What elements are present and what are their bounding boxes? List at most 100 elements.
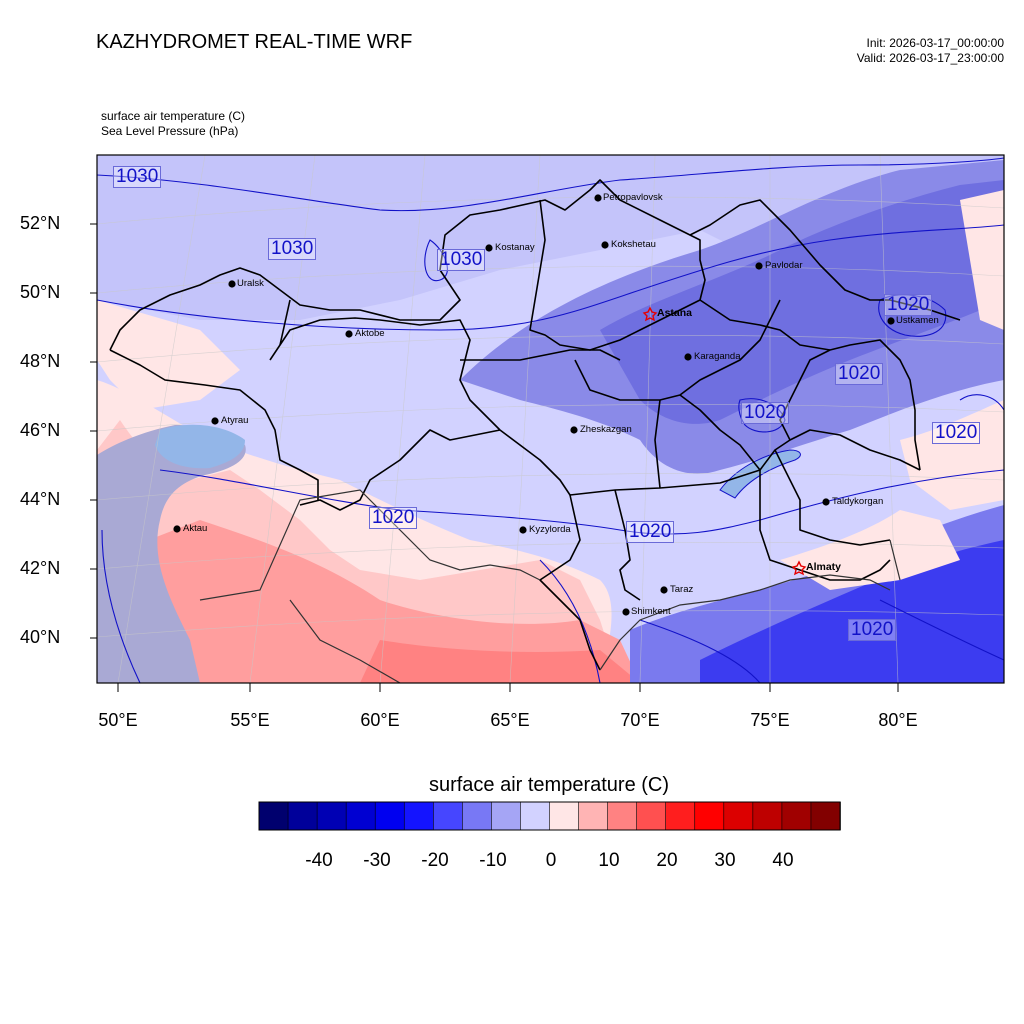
city-label-zheskazgan: Zheskazgan bbox=[580, 424, 632, 435]
city-label-kyzylorda: Kyzylorda bbox=[529, 524, 571, 535]
lat-label-48: 48°N bbox=[20, 351, 61, 371]
colorbar-tick: 20 bbox=[656, 850, 678, 871]
city-dot-taraz bbox=[660, 586, 668, 594]
temp-zone-cool-north bbox=[97, 155, 1004, 320]
lon-label-80: 80°E bbox=[878, 710, 918, 730]
colorbar-swatch bbox=[403, 801, 435, 831]
isobar-label: 1020 bbox=[848, 619, 897, 641]
lon-label-55: 55°E bbox=[230, 710, 270, 730]
variable-label-temperature: surface air temperature (C) bbox=[101, 109, 246, 123]
colorbar-tick: -40 bbox=[305, 850, 333, 871]
region-borders bbox=[109, 179, 961, 671]
city-dot-taldykorgan bbox=[822, 498, 830, 506]
colorbar-tick: 10 bbox=[598, 850, 620, 871]
city-dot-aktau bbox=[173, 525, 181, 533]
city-label-petropavlovsk: Petropavlovsk bbox=[603, 192, 663, 203]
city-label-aktobe: Aktobe bbox=[355, 328, 385, 339]
city-dot-atyrau bbox=[211, 417, 219, 425]
lat-label-52: 52°N bbox=[20, 213, 61, 233]
colorbar-swatch bbox=[258, 801, 289, 831]
colorbar-tick: -20 bbox=[421, 850, 449, 871]
city-dot-zheskazgan bbox=[570, 426, 578, 434]
temp-zone-hottest bbox=[360, 640, 640, 683]
colorbar-swatch bbox=[432, 801, 464, 831]
isobar-label: 1020 bbox=[884, 294, 933, 316]
city-dot-karaganda bbox=[684, 353, 692, 361]
capital-stars bbox=[642, 306, 807, 576]
star-icon-almaty bbox=[791, 560, 807, 576]
temp-zone-ili-valley bbox=[780, 510, 960, 590]
city-dot-kostanay bbox=[485, 244, 493, 252]
lon-label-70: 70°E bbox=[620, 710, 660, 730]
graticule bbox=[97, 155, 1004, 683]
isobar-label: 1030 bbox=[113, 166, 162, 188]
city-label-taraz: Taraz bbox=[670, 584, 694, 595]
city-label-pavlodar: Pavlodar bbox=[765, 260, 803, 271]
north-caspian-shallow bbox=[155, 424, 245, 469]
lon-label-60: 60°E bbox=[360, 710, 400, 730]
isobar-label: 1020 bbox=[626, 521, 675, 543]
colorbar-tick: -10 bbox=[479, 850, 507, 871]
city-dot-shimkent bbox=[622, 608, 630, 616]
city-dot-petropavlovsk bbox=[594, 194, 602, 202]
temp-zone-west-mild bbox=[97, 300, 240, 410]
city-dot-kokshetau bbox=[601, 241, 609, 249]
lat-label-50: 50°N bbox=[20, 282, 61, 302]
colorbar-swatch bbox=[636, 801, 667, 831]
isobar-label: 1030 bbox=[268, 238, 317, 260]
temp-zone-altai-mild bbox=[960, 190, 1004, 330]
variable-label-pressure: Sea Level Pressure (hPa) bbox=[101, 124, 239, 138]
colorbar-swatch bbox=[607, 801, 638, 831]
init-time: Init: 2026-03-17_00:00:00 bbox=[866, 36, 1004, 50]
valid-time: Valid: 2026-03-17_23:00:00 bbox=[856, 51, 1004, 65]
colorbar-swatch bbox=[287, 801, 318, 831]
colorbar-swatch bbox=[781, 801, 812, 831]
lat-label-44: 44°N bbox=[20, 489, 61, 509]
colorbar-swatch bbox=[665, 801, 696, 831]
colorbar-title: surface air temperature (C) bbox=[428, 774, 670, 796]
colorbar-swatch bbox=[810, 801, 841, 831]
colorbar-swatch bbox=[752, 801, 783, 831]
city-label-taldykorgan: Taldykorgan bbox=[832, 496, 884, 507]
colorbar-swatch bbox=[345, 801, 376, 831]
caspian-sea bbox=[97, 425, 246, 683]
city-label-almaty: Almaty bbox=[806, 561, 842, 573]
colorbar-swatch bbox=[491, 801, 522, 831]
lat-label-42: 42°N bbox=[20, 558, 61, 578]
lat-label-40: 40°N bbox=[20, 627, 61, 647]
colorbar-swatch bbox=[578, 801, 609, 831]
international-borders bbox=[199, 489, 901, 683]
map-frame bbox=[96, 154, 1005, 684]
city-dot-aktobe bbox=[345, 330, 353, 338]
isobar-label: 1020 bbox=[835, 363, 884, 385]
city-label-ustkamen: Ustkamen bbox=[896, 315, 939, 326]
colorbar-swatch bbox=[374, 801, 406, 831]
lon-label-65: 65°E bbox=[490, 710, 530, 730]
colorbar-tick: 30 bbox=[714, 850, 736, 871]
lon-label-50: 50°E bbox=[98, 710, 138, 730]
colorbar-tick: 0 bbox=[545, 850, 557, 871]
city-markers bbox=[173, 194, 895, 616]
colorbar-swatch bbox=[723, 801, 754, 831]
lat-label-46: 46°N bbox=[20, 420, 61, 440]
city-dot-kyzylorda bbox=[519, 526, 527, 534]
isobars bbox=[97, 157, 1004, 683]
isobar-label: 1020 bbox=[932, 422, 981, 444]
city-label-karaganda: Karaganda bbox=[694, 351, 741, 362]
star-icon-astana bbox=[642, 306, 658, 322]
city-label-astana: Astana bbox=[657, 307, 693, 319]
isobar-label: 1020 bbox=[741, 402, 790, 424]
colorbar-tick: 40 bbox=[772, 850, 794, 871]
city-label-kostanay: Kostanay bbox=[495, 242, 535, 253]
colorbar-swatch bbox=[549, 801, 580, 831]
colorbar-swatch bbox=[520, 801, 551, 831]
city-label-aktau: Aktau bbox=[183, 523, 208, 534]
city-dot-uralsk bbox=[228, 280, 236, 288]
colorbar-tick: -30 bbox=[363, 850, 391, 871]
map-title: KAZHYDROMET REAL-TIME WRF bbox=[96, 31, 413, 53]
colorbar-swatch bbox=[462, 801, 493, 831]
temp-zone-hot bbox=[97, 520, 640, 683]
colorbar-swatch bbox=[694, 801, 725, 831]
axis-ticks bbox=[90, 223, 899, 692]
